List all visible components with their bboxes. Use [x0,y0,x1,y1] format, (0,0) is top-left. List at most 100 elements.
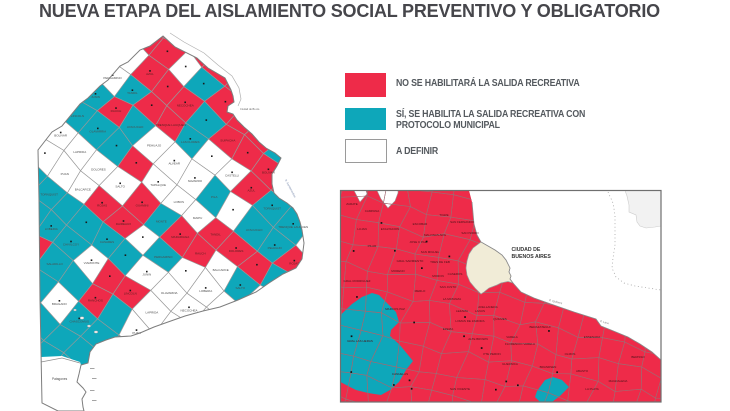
svg-text:JUNIN: JUNIN [142,273,151,277]
svg-text:ALTE BROWN: ALTE BROWN [468,337,488,341]
svg-text:SALADILLO: SALADILLO [47,262,64,266]
svg-text:SAN VICENTE: SAN VICENTE [450,387,470,391]
svg-text:NECOCHEA: NECOCHEA [180,308,197,312]
svg-text:MADARIAGA: MADARIAGA [171,235,189,239]
svg-text:MAIPU: MAIPU [193,216,203,220]
svg-text:SALTO: SALTO [115,184,125,188]
svg-text:MORON: MORON [432,274,444,278]
svg-text:MERLO: MERLO [415,289,426,293]
svg-text:ABASTO: ABASTO [576,369,589,373]
svg-text:BRAGADO: BRAGADO [52,302,68,306]
svg-text:BRANDSEN: BRANDSEN [540,365,557,369]
svg-text:FLORENCIO VARELA: FLORENCIO VARELA [505,342,535,346]
svg-text:SAN ISIDRO: SAN ISIDRO [461,231,479,235]
svg-text:LINCOLN: LINCOLN [124,292,137,296]
svg-text:AYACUCHO: AYACUCHO [246,228,263,232]
svg-text:ZARATE: ZARATE [346,202,358,206]
svg-text:PERGAMINO: PERGAMINO [103,76,122,80]
svg-text:ESCOBAR: ESCOBAR [413,222,429,226]
svg-text:JUNIN: JUNIN [91,95,100,99]
svg-text:QUILMES: QUILMES [493,317,507,321]
svg-text:MAGDALENA: MAGDALENA [609,379,628,383]
svg-text:LOBERIA: LOBERIA [199,289,212,293]
svg-text:MARCOS PAZ: MARCOS PAZ [385,307,405,311]
svg-text:LA MATANZA: LA MATANZA [443,297,461,301]
svg-text:TANDIL: TANDIL [127,91,138,95]
svg-text:DAIREAUX: DAIREAUX [116,222,131,226]
svg-text:BERISSO: BERISSO [631,355,645,359]
svg-text:AYACUCHO: AYACUCHO [127,125,144,129]
svg-text:LANUS: LANUS [475,309,485,313]
svg-text:DOLORES: DOLORES [229,249,244,253]
svg-text:GRAL SARMIENTO: GRAL SARMIENTO [397,259,424,263]
svg-text:CHIVILCOY: CHIVILCOY [63,243,79,247]
svg-text:PUAN: PUAN [132,331,140,335]
svg-text:MALVINAS ARG: MALVINAS ARG [424,233,447,237]
svg-text:RAUCH: RAUCH [111,109,122,113]
svg-text:B. Samborombon: B. Samborombon [284,179,297,199]
svg-text:SAN MIGUEL: SAN MIGUEL [421,250,440,254]
svg-text:SALTO: SALTO [236,286,246,290]
svg-text:EZEIZA: EZEIZA [443,327,454,331]
svg-text:BALCARCE: BALCARCE [213,268,229,272]
svg-text:TANDIL: TANDIL [210,232,221,236]
svg-text:GRAL LAS HERAS: GRAL LAS HERAS [347,339,373,343]
svg-text:ROJAS: ROJAS [97,204,107,208]
svg-text:TRENQUE LAUQUEN: TRENQUE LAUQUEN [156,123,186,127]
svg-text:GUERNICA: GUERNICA [502,362,518,366]
svg-text:ROJAS: ROJAS [289,262,299,266]
svg-text:LEZAMA: LEZAMA [456,309,468,313]
svg-text:LOMAS DE ZAMORA: LOMAS DE ZAMORA [455,319,484,323]
svg-text:PERGAMINO: PERGAMINO [154,255,173,259]
svg-text:EXALTACION: EXALTACION [381,227,400,231]
svg-text:MONTE: MONTE [156,219,167,223]
svg-text:TRES DE FEB: TRES DE FEB [430,260,450,264]
svg-text:CANUELAS: CANUELAS [392,372,408,376]
svg-text:LOBERIA: LOBERIA [45,227,58,231]
svg-text:GUAMINI: GUAMINI [136,203,149,207]
svg-text:JOSE C PAZ: JOSE C PAZ [409,240,426,244]
svg-text:BUENOS AIRES: BUENOS AIRES [512,254,552,260]
svg-text:GRAL RODRIGUEZ: GRAL RODRIGUEZ [344,279,371,283]
svg-text:LOBOS: LOBOS [174,200,184,204]
svg-text:TORNQUIST: TORNQUIST [263,206,281,210]
svg-text:LA PLATA: LA PLATA [585,387,598,391]
svg-text:OLMOS: OLMOS [565,352,576,356]
svg-text:RAUCH: RAUCH [195,251,206,255]
svg-text:LAPRIDA: LAPRIDA [73,150,86,154]
svg-text:RANCHOS: RANCHOS [88,299,103,303]
svg-text:LAS FLORES: LAS FLORES [181,140,200,144]
svg-text:BOLIVAR: BOLIVAR [54,134,68,138]
svg-text:DOLORES: DOLORES [91,167,106,171]
svg-text:SAN JUSTO: SAN JUSTO [440,285,457,289]
svg-text:PEHUAJO: PEHUAJO [268,246,283,250]
svg-text:BOLIVAR: BOLIVAR [262,170,276,174]
svg-text:SAN FERNANDO: SAN FERNANDO [450,220,475,224]
svg-text:P. Quilmes: P. Quilmes [549,298,563,305]
svg-text:BERAZATEGUI: BERAZATEGUI [530,325,551,329]
svg-text:ENSENADA: ENSENADA [584,335,601,339]
svg-text:CAMPANA: CAMPANA [365,209,380,213]
svg-text:LINCOLN: LINCOLN [71,114,84,118]
svg-text:SUIPACHA: SUIPACHA [220,139,235,143]
svg-text:CASARES: CASARES [100,240,114,244]
svg-text:AZUL: AZUL [146,72,154,76]
svg-text:VIAMONTE: VIAMONTE [84,261,100,265]
svg-text:OLAVARRIA: OLAVARRIA [89,129,106,133]
svg-text:CIUDAD DE: CIUDAD DE [512,247,541,253]
svg-text:NAVARRO: NAVARRO [188,179,203,183]
svg-text:PILAR: PILAR [368,244,378,248]
svg-text:CHASCOMUS: CHASCOMUS [69,319,89,323]
svg-text:PEHUAJO: PEHUAJO [147,144,162,148]
svg-text:PTE PERON: PTE PERON [483,352,500,356]
svg-text:PUAN: PUAN [61,172,69,176]
svg-text:TRENQUE LAUQUEN: TRENQUE LAUQUEN [278,225,308,229]
svg-text:ALVEAR: ALVEAR [168,162,180,166]
svg-text:CASEROS: CASEROS [448,272,463,276]
svg-text:Ciudad de Bs.As.: Ciudad de Bs.As. [240,107,260,111]
svg-text:NECOCHEA: NECOCHEA [177,103,194,107]
svg-text:OLAVARRIA: OLAVARRIA [161,291,178,295]
svg-text:LAPRIDA: LAPRIDA [145,310,158,314]
svg-text:TIGRE: TIGRE [439,213,448,217]
svg-text:VARELA: VARELA [506,335,518,339]
